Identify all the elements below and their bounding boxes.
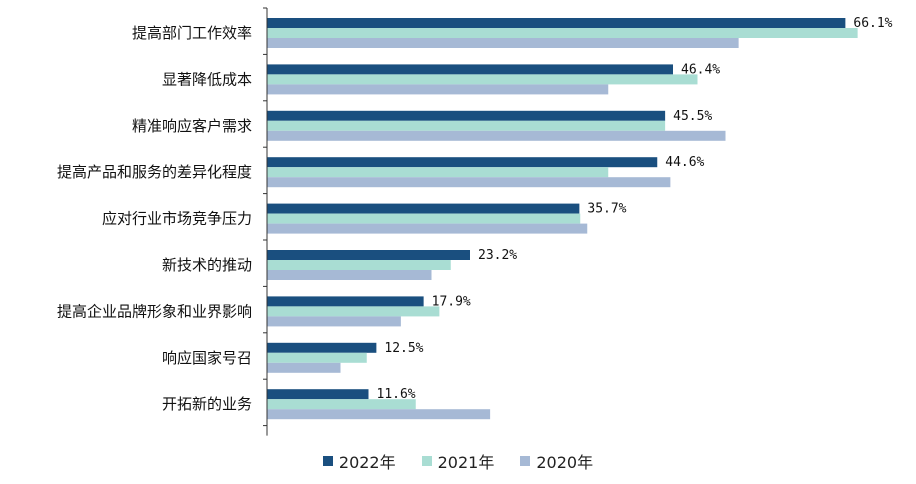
bar-2020年-1 [267,84,609,95]
legend-swatch-2020 [520,456,531,466]
bar-chart: 提高部门工作效率显著降低成本精准响应客户需求提高产品和服务的差异化程度应对行业市… [57,7,893,436]
data-label: 23.2% [478,248,517,263]
category-label: 提高部门工作效率 [132,24,252,42]
bar-2022年-8 [267,389,369,400]
legend-label-2020: 2020年 [536,453,594,472]
bar-2020年-4 [267,223,588,234]
category-label: 应对行业市场竞争压力 [102,210,252,228]
legend-label-2022: 2022年 [338,453,396,472]
bar-2021年-5 [267,260,451,270]
bar-2022年-6 [267,296,424,307]
bar-2021年-1 [267,74,698,85]
category-label: 显著降低成本 [162,70,252,88]
data-label: 11.6% [377,387,416,402]
legend-item-2020: 2020年 [520,449,593,473]
bar-2021年-8 [267,399,416,410]
bar-2021年-4 [267,213,581,224]
data-label: 45.5% [673,109,712,124]
bar-2022年-3 [267,157,658,168]
data-label: 17.9% [432,294,471,309]
bar-2021年-7 [267,352,367,363]
legend: 2022年 2021年 2020年 [0,449,916,473]
data-label: 66.1% [853,16,892,31]
data-label: 44.6% [665,155,704,170]
y-axis [263,7,268,436]
legend-swatch-2022 [322,456,333,466]
bar-2021年-2 [267,120,666,131]
bar-2022年-4 [267,203,580,214]
bars-group [267,18,858,420]
bar-2021年-6 [267,306,440,317]
legend-label-2021: 2021年 [437,453,495,472]
bar-2020年-7 [267,362,341,373]
category-label: 开拓新的业务 [162,395,252,413]
bar-2020年-6 [267,316,401,327]
category-label: 提高企业品牌形象和业界影响 [57,302,252,320]
legend-swatch-2021 [421,456,432,466]
category-label: 新技术的推动 [162,256,252,274]
value-labels: 66.1% 46.4% 45.5% 44.6% 35.7% 23.2% 17.9% 12.5%… [377,16,893,402]
bar-2021年-0 [267,28,858,38]
data-label: 35.7% [587,202,626,217]
category-labels: 提高部门工作效率显著降低成本精准响应客户需求提高产品和服务的差异化程度应对行业市… [57,24,252,413]
bar-2020年-5 [267,270,432,280]
bar-2020年-0 [267,38,739,48]
category-label: 响应国家号召 [162,349,252,367]
data-label: 46.4% [681,62,720,77]
bar-2022年-2 [267,110,666,121]
bar-2022年-0 [267,18,846,28]
category-label: 提高产品和服务的差异化程度 [57,163,252,181]
legend-item-2022: 2022年 [322,449,396,473]
bar-2020年-8 [267,409,491,420]
bar-2022年-7 [267,342,377,353]
legend-item-2021: 2021年 [421,449,495,473]
bar-2021年-3 [267,167,609,178]
bar-2022年-1 [267,64,673,75]
category-label: 精准响应客户需求 [132,117,252,135]
data-label: 12.5% [384,341,423,356]
bar-2022年-5 [267,250,470,260]
bar-2020年-3 [267,177,671,188]
bar-2020年-2 [267,130,726,141]
